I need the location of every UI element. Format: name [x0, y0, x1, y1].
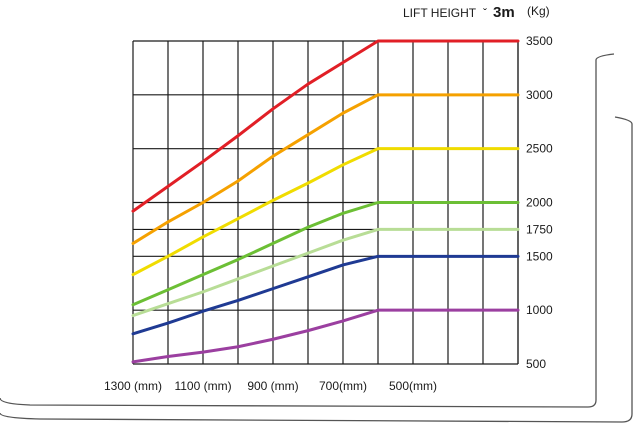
x-tick-label: 900 (mm)	[247, 379, 298, 393]
lift-height-mark: ˇ	[483, 6, 487, 20]
series-line-1500	[131, 254, 520, 336]
series-line-3500	[131, 39, 520, 213]
x-axis-ticks: 1300 (mm) 1100 (mm) 900 (mm) 700(mm) 500(mm)	[104, 379, 437, 393]
lift-height-value: 3m	[493, 4, 515, 21]
y-tick-label: 3500	[526, 34, 553, 48]
y-tick-label: 1500	[526, 249, 553, 263]
y-tick-label: 1750	[526, 222, 553, 236]
x-tick-label: 1300 (mm)	[104, 379, 162, 393]
series-line-1750	[131, 227, 520, 318]
lift-height-label: LIFT HEIGHT	[403, 6, 477, 20]
y-axis-ticks: 500 1000 1500 1750 2000 2500 3000 3500	[526, 34, 553, 371]
y-tick-label: 2000	[526, 196, 553, 210]
y-tick-label: 500	[526, 357, 546, 371]
y-tick-label: 3000	[526, 88, 553, 102]
series-line-3000	[131, 93, 520, 245]
series-line-1000	[131, 308, 520, 364]
x-tick-label: 500(mm)	[389, 379, 437, 393]
unit-label: (Kg)	[527, 4, 550, 18]
frame-outline-inner	[0, 116, 633, 423]
x-tick-label: 700(mm)	[319, 379, 367, 393]
x-tick-label: 1100 (mm)	[174, 379, 231, 393]
series-line-2000	[131, 201, 520, 307]
y-tick-label: 2500	[526, 142, 553, 156]
frame-outline	[0, 53, 615, 408]
series-line-2500	[131, 147, 520, 277]
y-tick-label: 1000	[526, 303, 553, 317]
chart-series	[131, 39, 520, 364]
